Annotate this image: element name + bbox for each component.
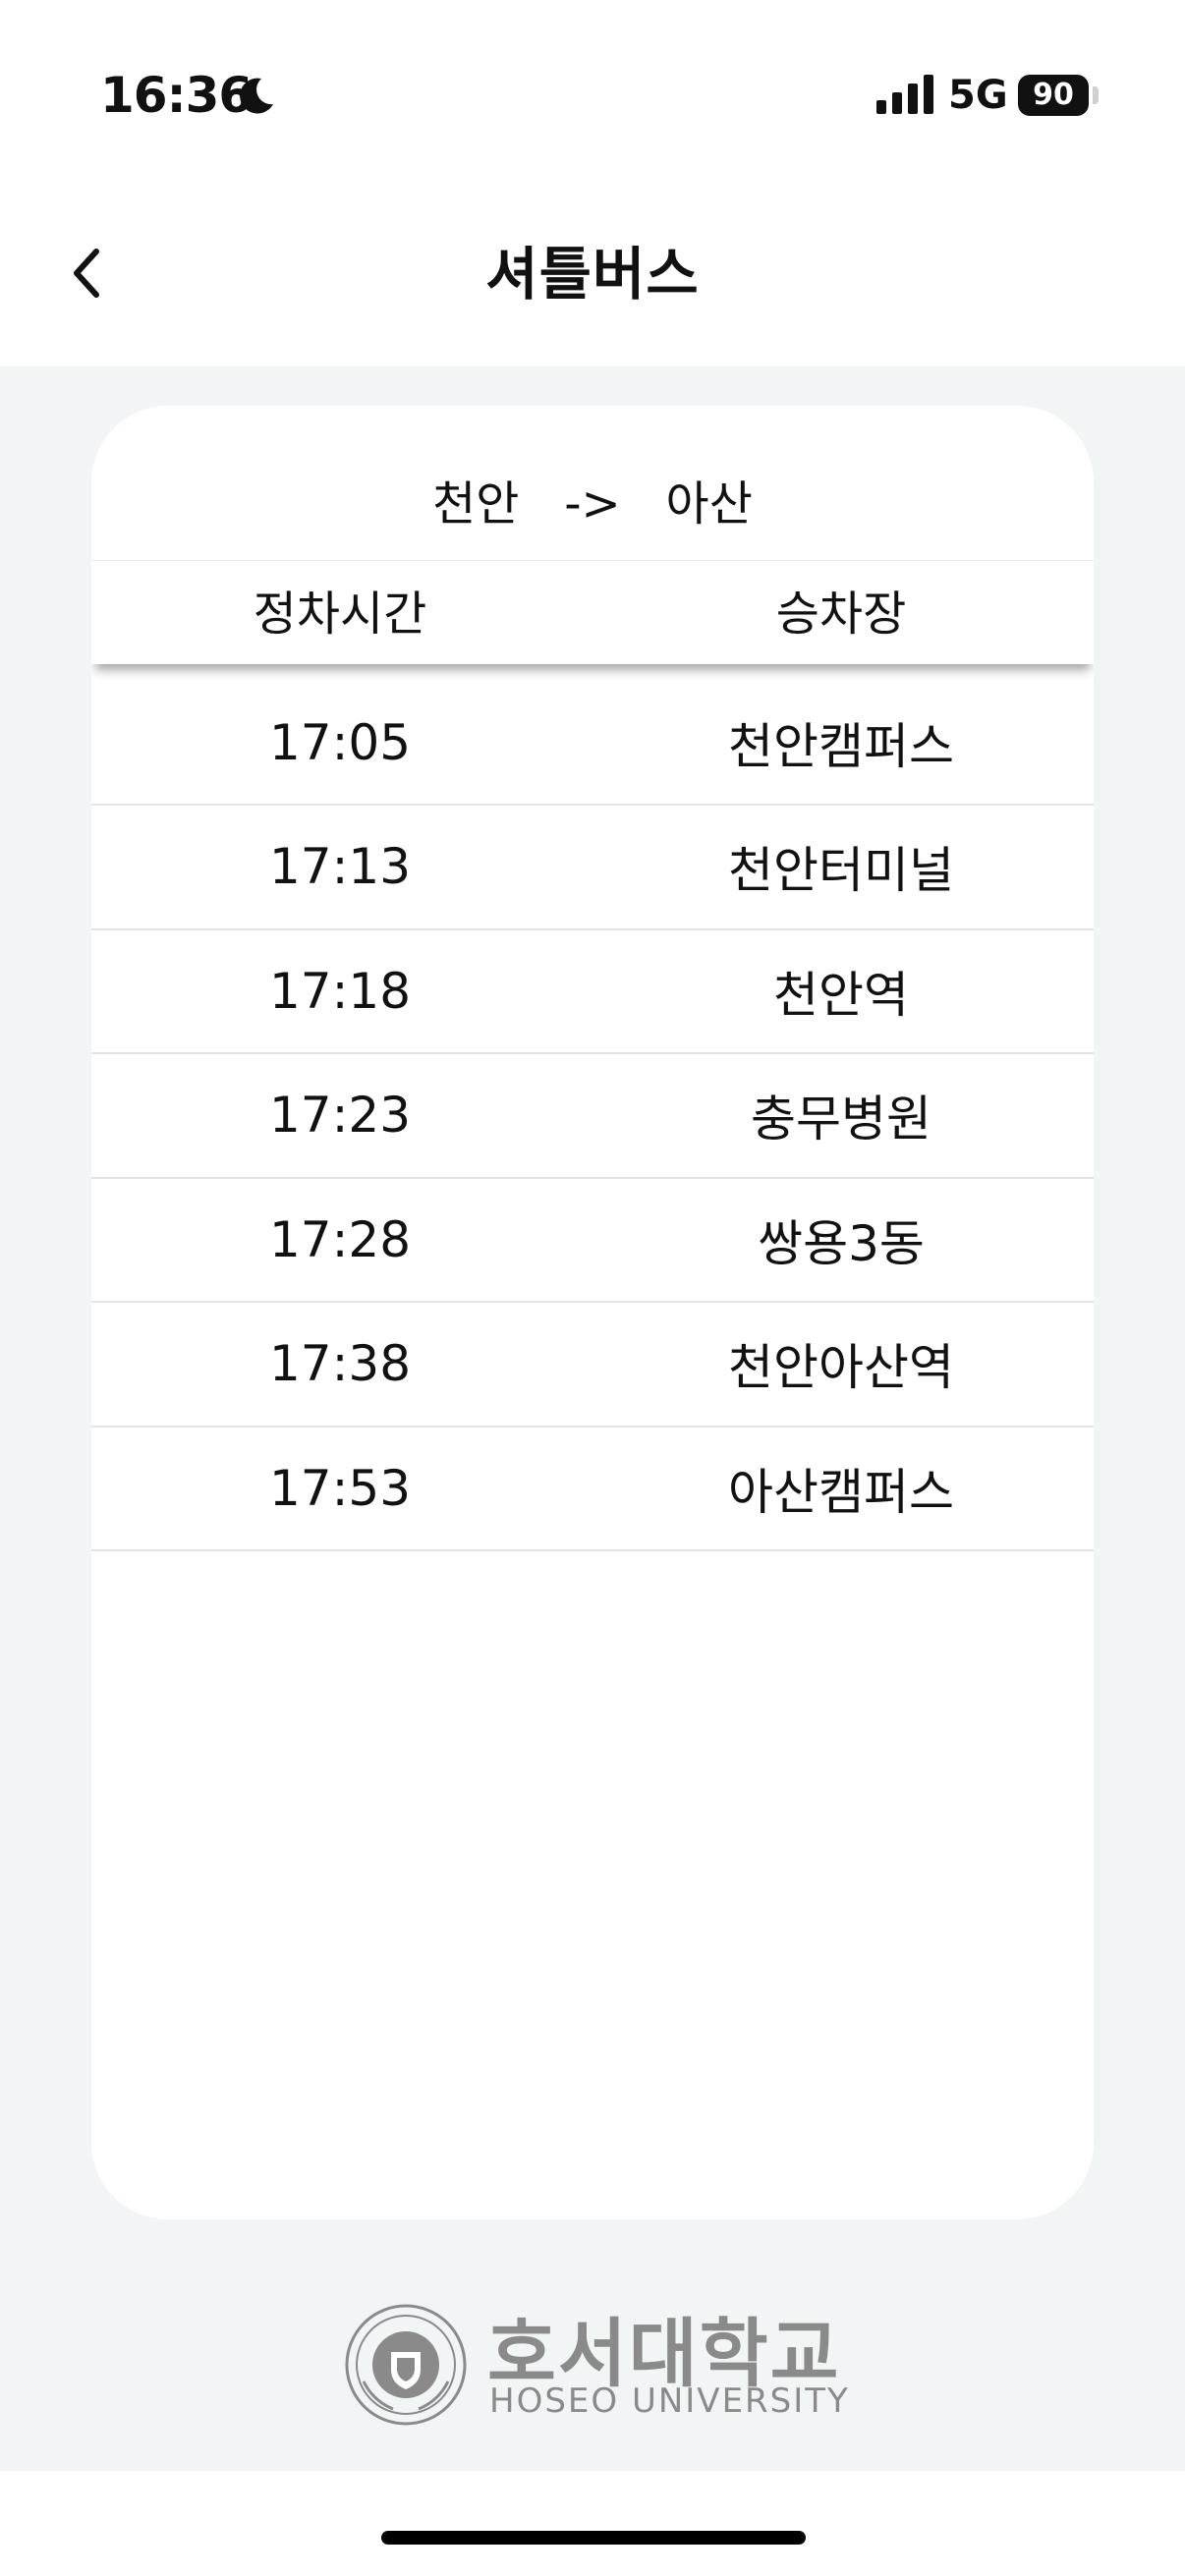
stop-time: 17:38 [268,1335,412,1393]
timetable-card: 천안 -> 아산 정차시간 승차장 17:05 천안캠퍼스 17:13 천안터미… [91,406,1094,2219]
moon-icon [240,78,273,114]
table-row[interactable]: 17:18 천안역 [91,930,1094,1054]
table-row[interactable]: 17:05 천안캠퍼스 [91,681,1094,806]
home-indicator[interactable] [381,2531,806,2545]
timetable-list: 17:05 천안캠퍼스 17:13 천안터미널 17:18 천안역 17:23 … [91,681,1094,1551]
table-row[interactable]: 17:38 천안아산역 [91,1303,1094,1428]
stop-name: 충무병원 [751,1091,931,1148]
stop-name: 천안역 [773,966,909,1024]
stop-name: 천안캠퍼스 [728,717,954,775]
stop-time: 17:23 [268,1087,412,1145]
stop-time: 17:18 [268,962,412,1020]
battery-tip [1093,86,1099,104]
logo-english-text: HOSEO UNIVERSITY [489,2381,850,2421]
stop-time: 17:13 [268,838,412,896]
header-stop-time: 정차시간 [253,587,427,642]
network-type: 5G [948,73,1008,118]
page-title: 셔틀버스 [485,241,700,308]
stop-time: 17:53 [268,1459,412,1517]
logo-korean-text: 호서대학교 [487,2310,841,2397]
signal-icon [876,75,933,114]
battery-level: 90 [1018,75,1089,116]
header-boarding-place: 승차장 [775,587,907,642]
stop-name: 천안터미널 [728,842,954,900]
status-bar: 16:36 5G 90 [0,0,1185,187]
route-title: 천안 -> 아산 [432,476,753,532]
stop-time: 17:28 [268,1210,412,1268]
stop-name: 쌍용3동 [758,1214,925,1272]
table-row[interactable]: 17:23 충무병원 [91,1054,1094,1179]
back-button[interactable] [57,234,116,312]
table-row[interactable]: 17:53 아산캠퍼스 [91,1428,1094,1551]
stop-name: 천안아산역 [728,1339,954,1397]
university-seal-icon [345,2304,467,2426]
table-header: 정차시간 승차장 [91,560,1094,664]
stop-time: 17:05 [268,713,412,771]
status-time: 16:36 [100,67,253,124]
table-row[interactable]: 17:13 천안터미널 [91,806,1094,930]
battery-icon: 90 [1018,75,1099,116]
chevron-left-icon [74,249,99,298]
university-logo: 호서대학교 HOSEO UNIVERSITY [0,2299,1185,2427]
table-row[interactable]: 17:28 쌍용3동 [91,1179,1094,1303]
nav-bar: 셔틀버스 [0,187,1185,366]
stop-name: 아산캠퍼스 [728,1463,954,1521]
